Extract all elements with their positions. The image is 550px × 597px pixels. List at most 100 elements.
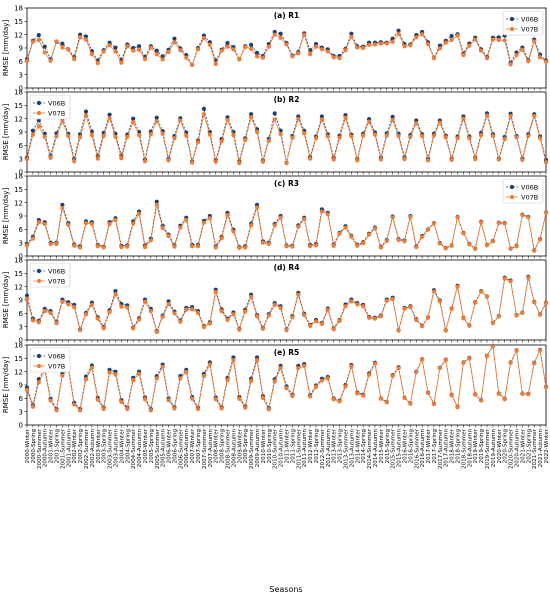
- x-tick-label: 2013-Autumn: [349, 429, 355, 468]
- data-point-v07b: [467, 323, 472, 328]
- data-point-v07b: [455, 405, 460, 410]
- data-point-v07b: [166, 398, 171, 403]
- data-point-v07b: [455, 215, 460, 220]
- data-point-v07b: [408, 134, 413, 139]
- x-tick-label: 2005-Spring: [149, 429, 155, 464]
- x-tick-label: 2012-Winter: [308, 428, 314, 463]
- data-point-v07b: [166, 49, 171, 55]
- data-point-v07b: [402, 44, 407, 49]
- data-point-v07b: [260, 326, 266, 331]
- data-point-v07b: [514, 244, 519, 249]
- x-tick-label: 2001-Summer: [60, 428, 66, 469]
- data-point-v07b: [30, 132, 35, 137]
- x-tick-label: 2004-Winter: [119, 428, 125, 463]
- legend: V06B V07B: [29, 347, 71, 373]
- y-tick-label: 15: [14, 18, 23, 26]
- data-point-v06b: [154, 115, 159, 120]
- data-point-v07b: [66, 133, 71, 139]
- x-tick-label: 2009-Winter: [237, 428, 243, 463]
- data-point-v07b: [36, 320, 41, 325]
- y-tick-label: 18: [14, 89, 23, 97]
- data-point-v07b: [24, 387, 30, 392]
- data-point-v07b: [538, 136, 543, 141]
- data-point-v07b: [473, 392, 478, 397]
- data-point-v07b: [24, 157, 30, 162]
- panel-title: (c) R3: [274, 179, 299, 188]
- data-point-v07b: [390, 117, 395, 123]
- x-tick-label: 2018-Spring: [456, 429, 462, 464]
- data-point-v07b: [225, 117, 230, 123]
- data-point-v07b: [119, 245, 124, 250]
- x-tick-label: 2008-Winter: [214, 428, 220, 463]
- data-point-v07b: [278, 132, 283, 137]
- data-point-v07b: [437, 366, 442, 371]
- x-tick-label: 2003-Spring: [102, 429, 108, 464]
- data-point-v07b: [195, 244, 201, 249]
- data-point-v07b: [237, 57, 242, 62]
- data-point-v07b: [449, 306, 454, 311]
- x-tick-label: 2019-Summer: [485, 428, 491, 469]
- data-point-v07b: [490, 239, 496, 244]
- data-point-v07b: [83, 113, 89, 118]
- data-point-v07b: [384, 133, 389, 138]
- data-point-v07b: [349, 364, 354, 369]
- data-point-v07b: [136, 371, 142, 376]
- x-tick-label: 2017-Spring: [432, 429, 438, 464]
- y-tick-label: 6: [19, 226, 24, 234]
- data-point-v07b: [119, 304, 124, 309]
- data-point-v07b: [119, 399, 124, 404]
- y-tick-label: 0: [19, 85, 23, 93]
- data-point-v07b: [425, 390, 431, 396]
- x-tick-label: 2007-Spring: [196, 429, 202, 464]
- data-point-v07b: [260, 55, 266, 60]
- legend: V06B V07B: [502, 10, 544, 36]
- x-tick-label: 2010-Spring: [267, 429, 273, 464]
- data-point-v07b: [48, 58, 53, 63]
- data-point-v07b: [496, 221, 501, 226]
- data-point-v07b: [307, 156, 313, 161]
- data-point-v07b: [154, 119, 159, 124]
- data-point-v07b: [296, 292, 301, 297]
- data-point-v07b: [431, 221, 437, 226]
- data-point-v07b: [479, 289, 484, 294]
- data-point-v07b: [213, 61, 218, 67]
- data-point-v07b: [101, 326, 106, 331]
- data-point-v07b: [178, 225, 183, 230]
- data-point-v07b: [249, 223, 254, 228]
- legend: V06B V07B: [502, 178, 544, 204]
- y-tick-label: 9: [19, 45, 23, 53]
- data-point-v07b: [219, 309, 224, 314]
- data-point-v07b: [201, 36, 207, 41]
- data-point-v07b: [520, 47, 525, 52]
- chart-panel-3: 0 3 6 9 12 15 18 RMSE [mm/day] (c) R3 V06B V07B: [2, 173, 549, 261]
- data-point-v07b: [408, 305, 413, 310]
- data-point-v07b: [366, 119, 372, 124]
- data-point-v07b: [443, 358, 448, 363]
- data-point-v07b: [249, 115, 254, 120]
- data-point-v07b: [372, 226, 378, 231]
- y-axis-label: RMSE [mm/day]: [2, 188, 10, 245]
- data-point-v07b: [30, 404, 35, 409]
- data-point-v07b: [66, 47, 71, 52]
- y-tick-label: 15: [14, 102, 23, 110]
- data-point-v07b: [48, 310, 53, 315]
- x-tick-label: 2003-Summer: [108, 428, 114, 469]
- data-point-v07b: [89, 302, 94, 307]
- legend-label: V06B: [48, 268, 65, 276]
- data-point-v07b: [190, 396, 195, 401]
- data-point-v07b: [219, 139, 224, 144]
- data-point-v07b: [514, 313, 519, 318]
- data-point-v07b: [420, 234, 425, 239]
- legend-label: V06B: [48, 100, 65, 108]
- data-point-v07b: [390, 374, 395, 379]
- data-point-v07b: [307, 394, 313, 399]
- data-point-v07b: [331, 55, 336, 60]
- data-point-v07b: [366, 315, 372, 320]
- data-point-v07b: [337, 135, 342, 140]
- data-point-v07b: [195, 406, 201, 412]
- data-point-v07b: [349, 34, 354, 39]
- data-point-v07b: [378, 314, 383, 319]
- data-point-v07b: [231, 47, 236, 52]
- data-point-v07b: [201, 220, 207, 225]
